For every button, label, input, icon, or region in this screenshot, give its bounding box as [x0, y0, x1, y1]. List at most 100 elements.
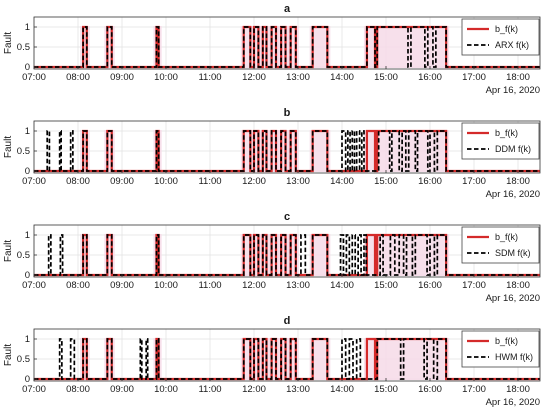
reference-band	[278, 338, 289, 380]
x-tick-label: 16:00	[418, 176, 442, 187]
panel-title: d	[284, 315, 291, 327]
reference-band	[259, 234, 270, 276]
legend-box	[461, 122, 540, 160]
y-tick-label: 0	[25, 166, 30, 177]
axes-box	[33, 224, 541, 278]
legend: b_f(k) DDM f(k)	[461, 122, 540, 160]
x-tick-label: 10:00	[154, 280, 178, 291]
x-tick-label: 16:00	[418, 384, 442, 395]
reference-band	[259, 26, 270, 68]
reference-band	[104, 26, 115, 68]
x-tick-label: 18:00	[506, 72, 530, 83]
x-tick-label: 15:00	[374, 384, 398, 395]
y-tick-label: 1	[25, 22, 30, 33]
x-tick-label: 07:00	[22, 384, 46, 395]
x-tick-label: 14:00	[330, 176, 354, 187]
x-tick-label: 18:00	[506, 280, 530, 291]
x-tick-label: 15:00	[374, 280, 398, 291]
date-label: Apr 16, 2020	[486, 85, 540, 96]
x-tick-label: 12:00	[242, 72, 266, 83]
reference-band	[278, 130, 289, 172]
series-line-HWM f(k)	[34, 338, 540, 380]
x-tick-label: 07:00	[22, 72, 46, 83]
reference-band	[287, 130, 299, 172]
y-tick-label: 0.5	[17, 146, 30, 157]
x-tick-label: 16:00	[418, 72, 442, 83]
reference-band	[80, 26, 90, 68]
x-tick-label: 13:00	[286, 384, 310, 395]
panel-d: 07:00 08:00 09:00 10:00 11:00 12:00 13:00 14:00…	[3, 315, 541, 408]
y-tick-label: 0	[25, 270, 30, 281]
axes-box	[33, 120, 541, 174]
y-axis-label: Fault	[3, 32, 14, 54]
date-label: Apr 16, 2020	[486, 293, 540, 304]
y-axis-label: Fault	[3, 240, 14, 262]
y-tick-label: 0.5	[17, 42, 30, 53]
series-line-DDM f(k)	[34, 130, 540, 172]
date-label: Apr 16, 2020	[486, 397, 540, 408]
reference-band	[278, 234, 289, 276]
legend-label-estimate: DDM f(k)	[495, 144, 531, 154]
series-line-ARX f(k)	[34, 26, 540, 68]
reference-band	[287, 26, 299, 68]
legend-label-estimate: ARX f(k)	[495, 40, 529, 50]
x-tick-label: 17:00	[462, 176, 486, 187]
x-tick-label: 14:00	[330, 280, 354, 291]
series-line-b_f(k)	[34, 337, 540, 381]
legend-label-reference: b_f(k)	[495, 336, 518, 346]
x-tick-label: 17:00	[462, 72, 486, 83]
axes-box	[33, 328, 541, 382]
x-tick-label: 13:00	[286, 72, 310, 83]
reference-band	[309, 338, 331, 380]
legend-label-estimate: HWM f(k)	[495, 352, 533, 362]
reference-band	[251, 234, 262, 276]
legend-label-reference: b_f(k)	[495, 24, 518, 34]
reference-band	[251, 338, 262, 380]
reference-band	[268, 130, 279, 172]
reference-band	[268, 26, 279, 68]
x-tick-label: 11:00	[198, 384, 221, 395]
panel-title: a	[284, 3, 291, 15]
reference-band	[309, 234, 331, 276]
panel-a: 07:00 08:00 09:00 10:00 11:00 12:00 13:00 14:00…	[3, 3, 541, 96]
reference-band	[80, 338, 90, 380]
y-tick-label: 0.5	[17, 250, 30, 261]
reference-band	[287, 338, 299, 380]
reference-band	[80, 130, 90, 172]
x-tick-label: 15:00	[374, 176, 398, 187]
y-axis-label: Fault	[3, 344, 14, 366]
reference-band	[104, 234, 115, 276]
y-tick-label: 1	[25, 126, 30, 137]
legend-box	[461, 226, 540, 264]
reference-band	[374, 130, 450, 172]
legend: b_f(k) ARX f(k)	[461, 18, 540, 56]
x-tick-label: 12:00	[242, 384, 266, 395]
x-tick-label: 09:00	[110, 280, 134, 291]
x-tick-label: 11:00	[198, 280, 221, 291]
reference-band	[259, 338, 270, 380]
legend-label-reference: b_f(k)	[495, 128, 518, 138]
reference-band	[259, 130, 270, 172]
x-tick-label: 08:00	[66, 72, 90, 83]
x-tick-label: 14:00	[330, 72, 354, 83]
reference-band	[287, 234, 299, 276]
x-tick-label: 11:00	[198, 72, 221, 83]
x-tick-label: 13:00	[286, 176, 310, 187]
x-tick-label: 10:00	[154, 384, 178, 395]
panel-b: 07:00 08:00 09:00 10:00 11:00 12:00 13:00 14:00…	[3, 107, 541, 200]
x-tick-label: 18:00	[506, 176, 530, 187]
date-label: Apr 16, 2020	[486, 189, 540, 200]
legend: b_f(k) SDM f(k)	[461, 226, 540, 264]
legend: b_f(k) HWM f(k)	[461, 330, 540, 368]
reference-band	[104, 338, 115, 380]
x-tick-label: 14:00	[330, 384, 354, 395]
reference-band	[251, 130, 262, 172]
legend-box	[461, 330, 540, 368]
reference-band	[268, 338, 279, 380]
x-tick-label: 07:00	[22, 176, 46, 187]
x-tick-label: 15:00	[374, 72, 398, 83]
x-tick-label: 12:00	[242, 280, 266, 291]
panel-title: b	[284, 107, 291, 119]
x-tick-label: 11:00	[198, 176, 221, 187]
x-tick-label: 09:00	[110, 384, 134, 395]
